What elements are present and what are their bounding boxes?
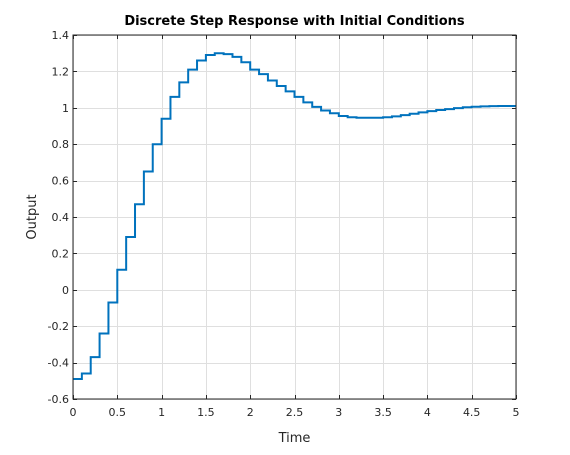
- x-tick-label: 1: [158, 406, 165, 419]
- chart-title: Discrete Step Response with Initial Cond…: [124, 14, 465, 29]
- y-tick-label: 0: [62, 284, 69, 297]
- y-axis-label: Output: [25, 194, 40, 239]
- y-tick-label: 0.8: [52, 138, 70, 151]
- x-tick-label: 2: [247, 406, 254, 419]
- x-tick-label: 3.5: [374, 406, 392, 419]
- y-tick-label: -0.4: [48, 357, 69, 370]
- x-axis-label: Time: [278, 431, 311, 446]
- y-tick-label: 1.2: [52, 65, 70, 78]
- series-layer: [73, 52, 516, 380]
- y-tick-label: 0.4: [52, 211, 70, 224]
- ticks: [73, 35, 517, 400]
- y-tick-label: 1: [62, 102, 69, 115]
- x-tick-label: 3: [335, 406, 342, 419]
- y-tick-label: 0.2: [52, 247, 70, 260]
- x-tick-label: 4.5: [463, 406, 481, 419]
- y-tick-label: 0.6: [52, 175, 70, 188]
- x-tick-label: 5: [513, 406, 520, 419]
- y-tick-label: 1.4: [52, 29, 70, 42]
- x-tick-label: 2.5: [286, 406, 304, 419]
- y-tick-label: -0.2: [48, 320, 69, 333]
- x-tick-label: 0: [70, 406, 77, 419]
- y-tick-labels: -0.6 -0.4 -0.2 0 0.2 0.4 0.6 0.8 1 1.2 1.4: [48, 29, 69, 406]
- x-tick-label: 0.5: [109, 406, 127, 419]
- y-tick-label: -0.6: [48, 393, 69, 406]
- x-tick-labels: 0 0.5 1 1.5 2 2.5 3 3.5 4 4.5 5: [70, 406, 520, 419]
- x-tick-label: 1.5: [197, 406, 215, 419]
- x-tick-label: 4: [424, 406, 431, 419]
- step-response-line: [73, 52, 516, 380]
